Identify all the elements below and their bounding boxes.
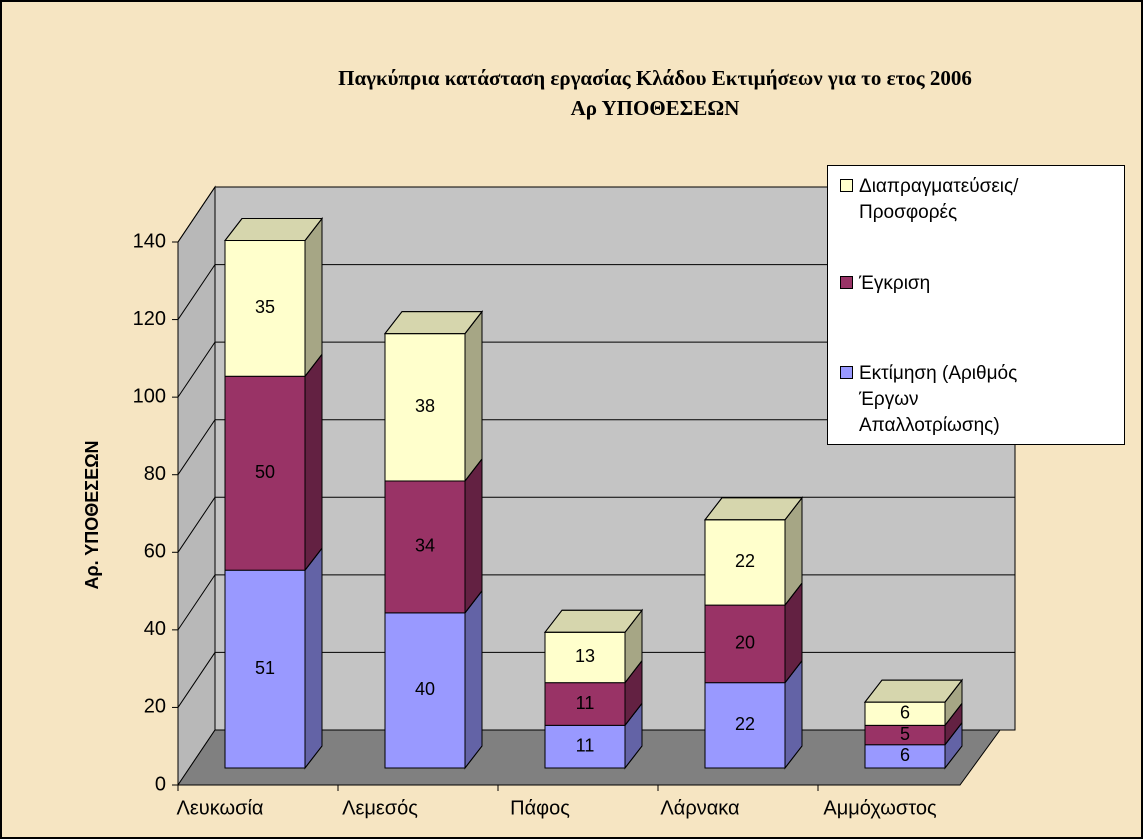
bar-segment [384,480,466,614]
y-tick-label: 20 [144,696,166,718]
x-tick-label: Λεμεσός [342,797,418,819]
bar-segment [224,240,306,377]
bar-side-shade [464,589,483,770]
bar-side-shade [304,352,323,572]
value-label: 40 [415,679,435,699]
legend-swatch [840,276,853,289]
x-tick-label: Λάρνακα [660,797,739,819]
x-tick-label: Πάφος [510,797,570,819]
x-tick-label: Αμμόχωστος [823,797,937,819]
y-tick-label: 40 [144,618,166,640]
value-label: 22 [735,551,755,571]
value-label: 5 [900,724,910,744]
value-label: 11 [576,693,595,713]
legend-label: Εκτίμηση (Αριθμός Έργων Απαλλοτρίωσης) [859,363,1018,436]
value-label: 50 [255,462,275,482]
value-label: 51 [255,658,275,678]
chart-subtitle: Αρ ΥΠΟΘΕΣΕΩΝ [571,96,740,120]
value-label: 11 [576,735,595,755]
grid-line [177,419,1015,475]
bar-segment [544,682,626,726]
value-label: 20 [735,633,755,653]
bar-segment [384,612,466,769]
bar-top-shade [383,311,484,335]
grid-line [177,341,1015,398]
bar-segment [224,375,306,571]
bar-top-shade [703,497,804,521]
bar-top-shade [543,609,644,633]
bar-segment [384,333,466,482]
x-tick-label: Λευκωσία [177,797,264,819]
bar-side-shade [304,546,323,770]
y-tick-label: 100 [133,385,166,407]
value-label: 6 [900,745,910,765]
bar-top-shade [863,679,964,703]
y-tick-label: 140 [133,230,166,252]
legend-label: Έγκριση [859,273,931,294]
y-tick-label: 60 [144,541,166,563]
bar-side-shade [464,457,483,615]
value-label: 34 [415,536,435,556]
y-tick-label: 0 [155,773,166,795]
legend-item: Έγκριση [840,271,1110,297]
grid-line [177,186,1015,243]
legend-item: Εκτίμηση (Αριθμός Έργων Απαλλοτρίωσης) [840,361,1110,439]
value-label: 13 [575,646,595,666]
legend-swatch [840,179,853,192]
value-label: 6 [900,702,910,722]
legend-label: Διαπραγματεύσεις/ Προσφορές [859,176,1019,223]
y-tick-label: 120 [133,308,166,330]
chart-title: Παγκύπρια κατάσταση εργασίας Κλάδου Εκτι… [338,66,972,90]
bar-top-shade [223,218,324,242]
grid-line [177,264,1015,320]
bar-side-shade [464,310,483,483]
bar-segment [544,631,626,684]
legend: Διαπραγματεύσεις/ Προσφορές Έγκριση Εκτίμη… [827,165,1125,445]
value-label: 38 [415,396,435,416]
bar-side-shade [304,217,323,378]
bar-segment [544,724,626,769]
side-wall [177,185,216,787]
bar-segment [224,569,306,769]
value-label: 22 [735,714,755,734]
legend-swatch [840,366,853,379]
bar-segment [704,682,786,769]
y-axis-label: Αρ. ΥΠΟΘΕΣΕΩΝ [82,440,102,589]
legend-item: Διαπραγματεύσεις/ Προσφορές [840,174,1110,226]
y-tick-label: 80 [144,463,166,485]
value-label: 35 [255,297,275,317]
